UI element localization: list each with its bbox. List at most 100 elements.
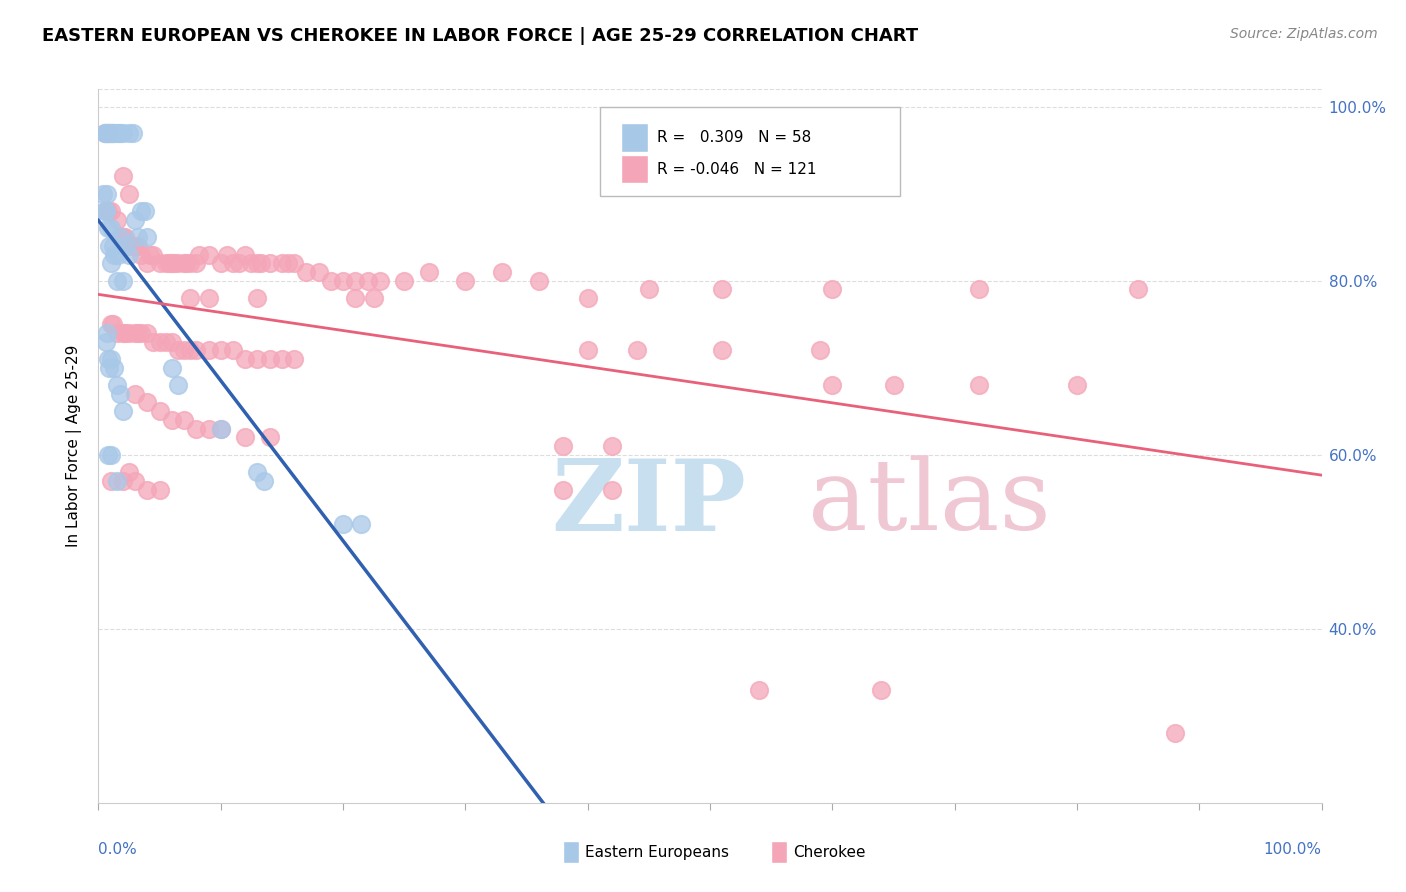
Point bbox=[100, 448, 122, 462]
Point bbox=[711, 282, 734, 296]
Point bbox=[111, 274, 134, 288]
Point bbox=[576, 291, 599, 305]
Point bbox=[118, 186, 141, 201]
Point bbox=[186, 421, 208, 435]
Point bbox=[553, 439, 575, 453]
Point bbox=[259, 430, 281, 444]
Point bbox=[1066, 378, 1088, 392]
Point bbox=[179, 256, 201, 270]
Point bbox=[98, 239, 121, 253]
Point bbox=[93, 126, 115, 140]
Point bbox=[344, 274, 367, 288]
Point bbox=[167, 343, 190, 358]
Point bbox=[100, 126, 122, 140]
Point bbox=[111, 404, 134, 418]
Point bbox=[118, 465, 141, 479]
Text: Eastern Europeans: Eastern Europeans bbox=[585, 845, 730, 860]
Point bbox=[356, 274, 378, 288]
Point bbox=[98, 360, 121, 375]
Point bbox=[142, 247, 165, 261]
Point bbox=[350, 517, 373, 532]
Point bbox=[295, 265, 318, 279]
FancyBboxPatch shape bbox=[620, 123, 648, 152]
Point bbox=[108, 126, 131, 140]
Point bbox=[105, 474, 128, 488]
Text: 0.0%: 0.0% bbox=[98, 842, 138, 857]
Point bbox=[167, 256, 190, 270]
Point bbox=[93, 204, 115, 219]
Point bbox=[179, 343, 201, 358]
Point bbox=[160, 334, 183, 349]
Point bbox=[155, 256, 177, 270]
Text: atlas: atlas bbox=[808, 455, 1050, 551]
Point bbox=[93, 204, 115, 219]
Point bbox=[173, 343, 195, 358]
Point bbox=[118, 326, 141, 340]
Point bbox=[157, 256, 180, 270]
Point bbox=[103, 247, 125, 261]
Point bbox=[110, 126, 132, 140]
Point bbox=[103, 126, 125, 140]
Point bbox=[176, 256, 198, 270]
Point bbox=[124, 212, 146, 227]
Point bbox=[118, 239, 141, 253]
Point bbox=[94, 204, 117, 219]
Point bbox=[167, 378, 190, 392]
Point bbox=[883, 378, 905, 392]
Point bbox=[332, 517, 354, 532]
Point bbox=[711, 343, 734, 358]
Point bbox=[187, 247, 209, 261]
Point bbox=[368, 274, 391, 288]
Point bbox=[160, 413, 183, 427]
Point bbox=[233, 247, 256, 261]
Point bbox=[246, 256, 269, 270]
Point bbox=[215, 247, 238, 261]
Point bbox=[100, 474, 122, 488]
Point bbox=[454, 274, 477, 288]
Point bbox=[101, 126, 124, 140]
FancyBboxPatch shape bbox=[620, 155, 648, 184]
Point bbox=[111, 326, 134, 340]
Point bbox=[121, 126, 143, 140]
Point bbox=[96, 326, 118, 340]
Point bbox=[209, 421, 232, 435]
FancyBboxPatch shape bbox=[600, 107, 900, 196]
Point bbox=[173, 256, 195, 270]
Point bbox=[186, 343, 208, 358]
Point bbox=[110, 386, 132, 401]
Point bbox=[821, 378, 844, 392]
Point bbox=[107, 247, 129, 261]
Point bbox=[96, 186, 118, 201]
Point bbox=[209, 256, 232, 270]
Point bbox=[97, 448, 120, 462]
Point bbox=[114, 230, 136, 244]
Point bbox=[124, 239, 146, 253]
Point bbox=[626, 343, 648, 358]
Point bbox=[94, 334, 117, 349]
Point bbox=[110, 230, 132, 244]
Point bbox=[149, 334, 172, 349]
Point bbox=[97, 204, 120, 219]
Point bbox=[283, 256, 305, 270]
Point bbox=[124, 326, 146, 340]
Point bbox=[808, 343, 831, 358]
Point bbox=[637, 282, 661, 296]
Point bbox=[91, 186, 114, 201]
Point bbox=[160, 360, 183, 375]
Point bbox=[283, 351, 305, 366]
Point bbox=[98, 126, 121, 140]
Point bbox=[100, 204, 122, 219]
Point bbox=[246, 291, 269, 305]
Point bbox=[101, 317, 124, 331]
Text: ZIP: ZIP bbox=[551, 455, 747, 551]
Text: R = -0.046   N = 121: R = -0.046 N = 121 bbox=[658, 161, 817, 177]
Point bbox=[105, 126, 128, 140]
Point bbox=[252, 474, 274, 488]
Point bbox=[491, 265, 513, 279]
Point bbox=[111, 474, 134, 488]
Point bbox=[105, 326, 128, 340]
Point bbox=[127, 230, 149, 244]
Point bbox=[197, 421, 219, 435]
Point bbox=[250, 256, 273, 270]
Point bbox=[332, 274, 354, 288]
